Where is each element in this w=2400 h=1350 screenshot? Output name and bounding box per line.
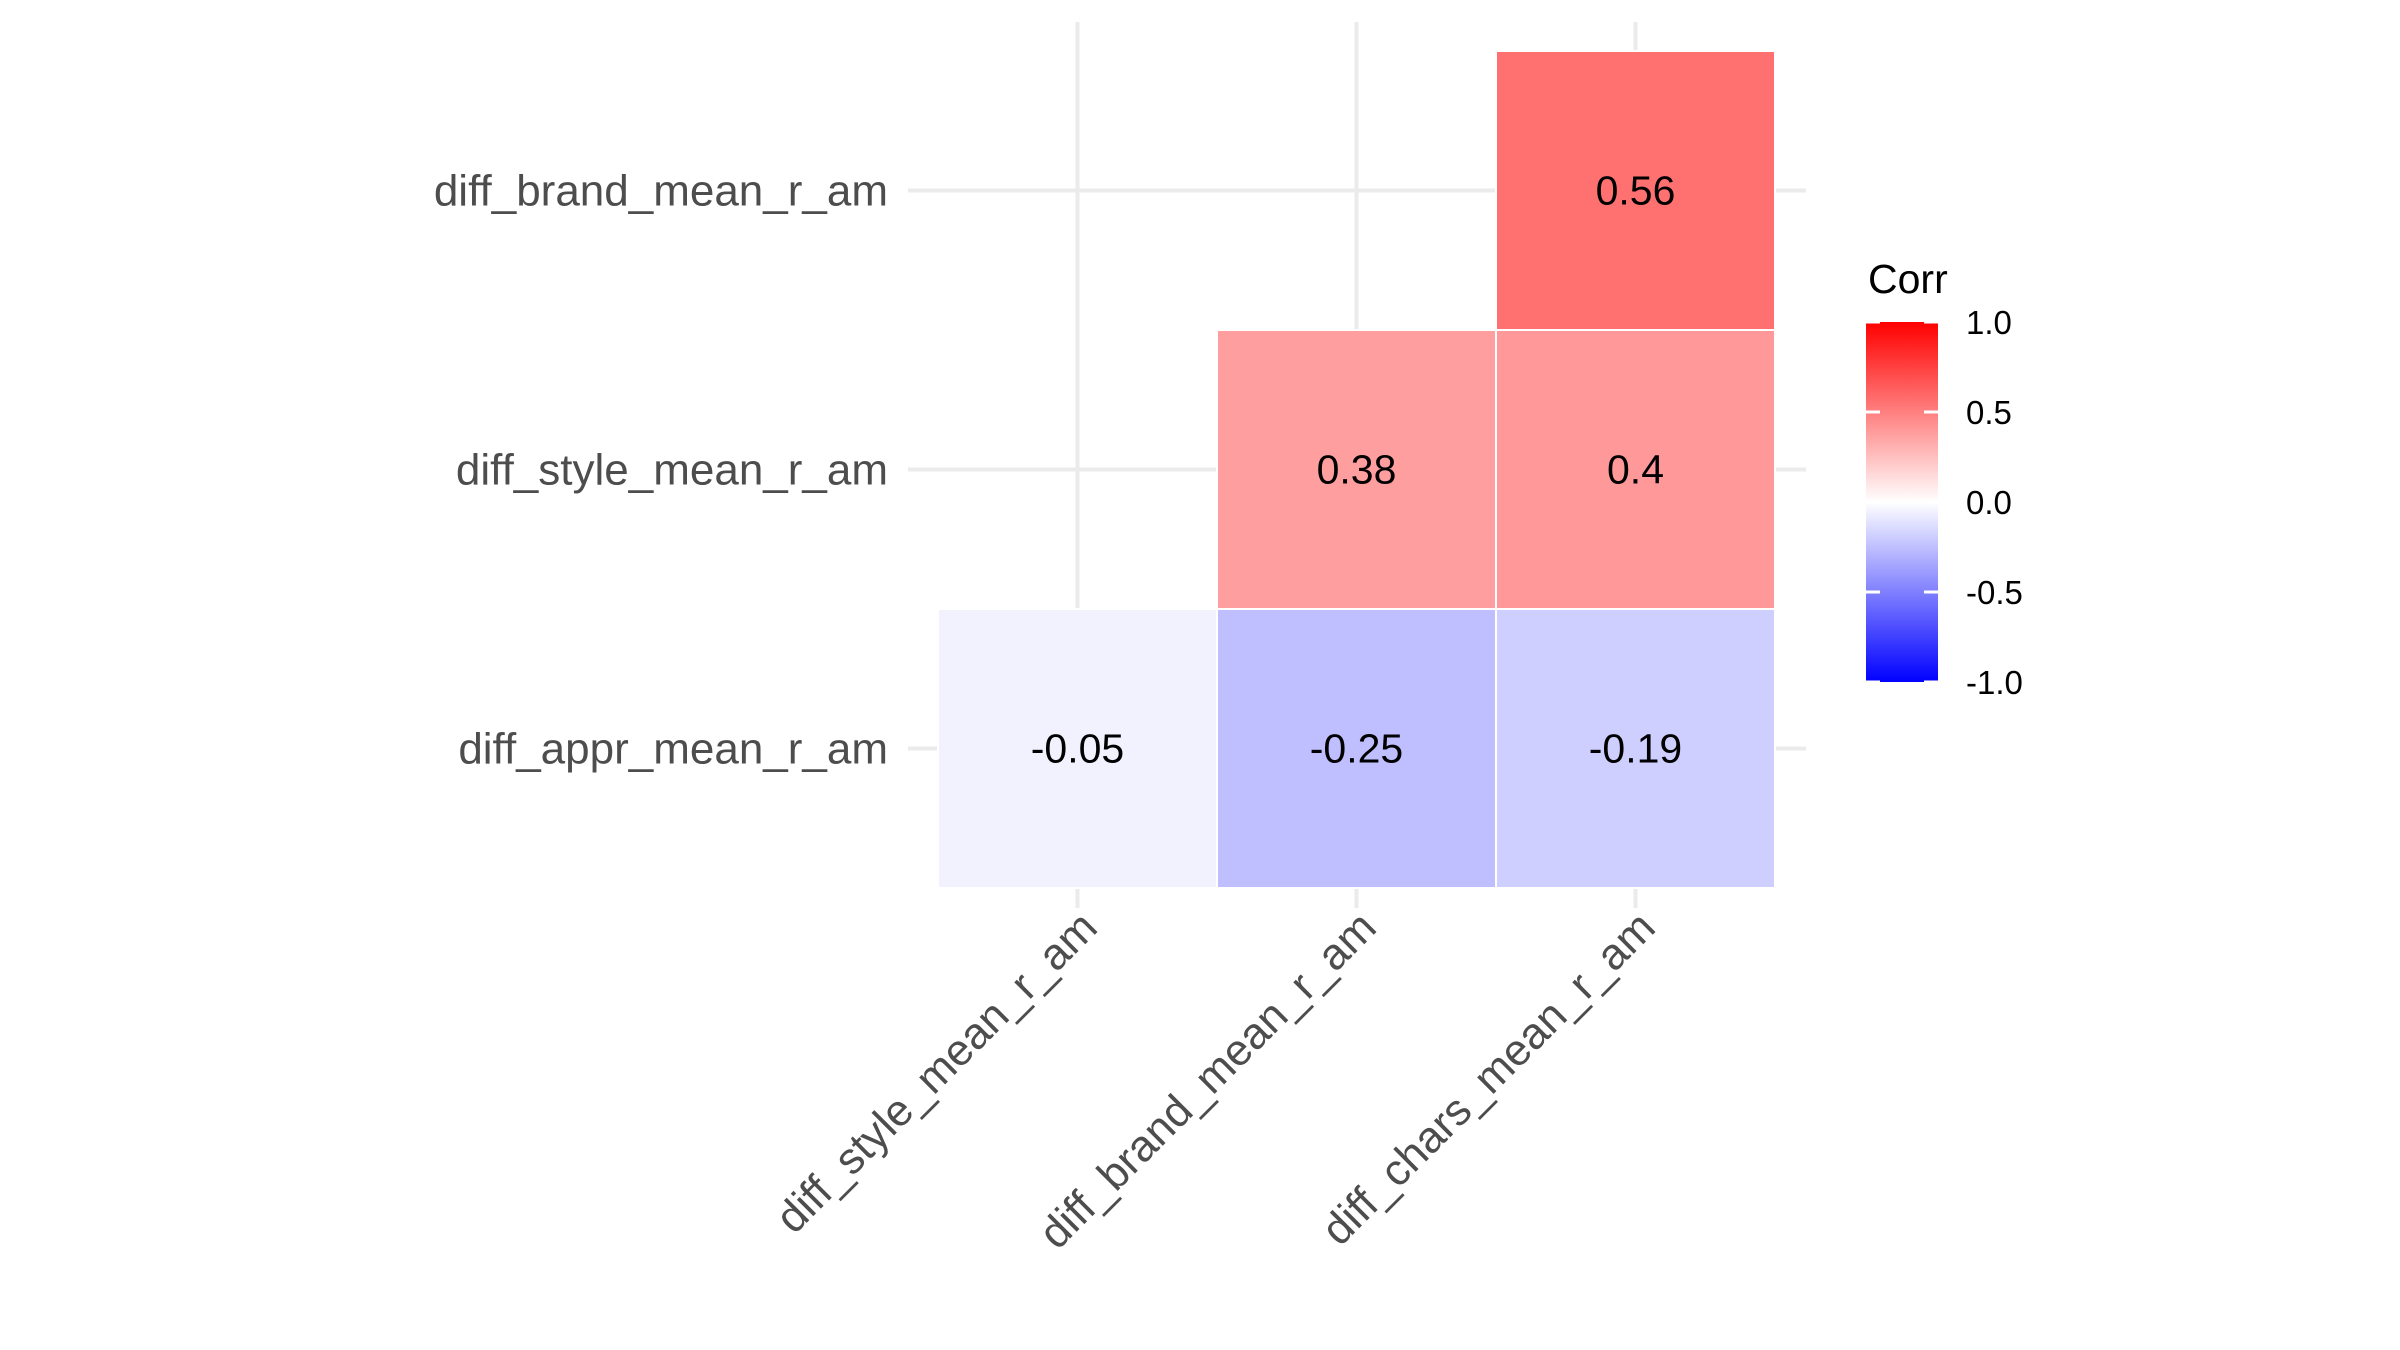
y-tick-label: diff_appr_mean_r_am <box>458 725 888 774</box>
cell-value-label: -0.25 <box>1310 726 1403 772</box>
heatmap-cell <box>1495 608 1776 889</box>
legend-tick-label: 0.0 <box>1966 484 2012 521</box>
x-tick-label: diff_style_mean_r_am <box>766 902 1106 1242</box>
y-tick-label: diff_brand_mean_r_am <box>434 167 888 216</box>
cell-value-label: -0.19 <box>1589 726 1682 772</box>
x-axis: diff_style_mean_r_amdiff_brand_mean_r_am… <box>766 902 1664 1258</box>
legend-ticks: 1.0 0.5 0.0 -0.5 -1.0 <box>1866 304 2023 701</box>
heatmap-cell <box>1495 50 1776 331</box>
heatmap-cells <box>937 50 1776 889</box>
legend-title: Corr <box>1868 256 1948 302</box>
heatmap-cell <box>1216 329 1497 610</box>
legend-tick-label: -1.0 <box>1966 664 2023 701</box>
cell-value-label: 0.38 <box>1317 447 1397 493</box>
cell-value-labels: -0.05 -0.25 -0.19 0.38 0.4 0.56 <box>1031 168 1682 772</box>
cell-value-label: 0.4 <box>1607 447 1664 493</box>
heatmap-cell <box>937 608 1218 889</box>
legend-tick-label: -0.5 <box>1966 574 2023 611</box>
legend-tick-label: 1.0 <box>1966 304 2012 341</box>
heatmap-cell <box>1495 329 1776 610</box>
cell-value-label: -0.05 <box>1031 726 1124 772</box>
legend-tick-label: 0.5 <box>1966 394 2012 431</box>
cell-value-label: 0.56 <box>1596 168 1676 214</box>
legend: Corr 1.0 0.5 0.0 -0.5 -1.0 <box>1866 256 2023 701</box>
y-tick-label: diff_style_mean_r_am <box>456 446 888 495</box>
y-axis: diff_appr_mean_r_am diff_style_mean_r_am d… <box>434 167 888 774</box>
